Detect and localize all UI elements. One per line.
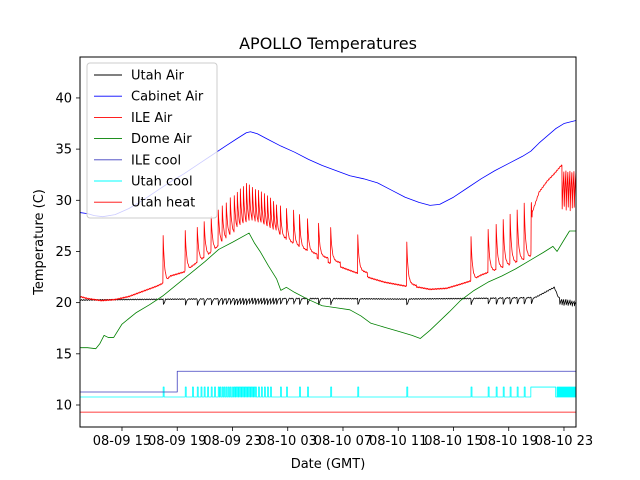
y-tick-label: 15: [55, 347, 72, 362]
x-tick-label: 08-10 15: [424, 434, 482, 449]
legend-label: ILE Air: [131, 111, 173, 126]
x-tick-label: 08-10 03: [259, 434, 317, 449]
legend-label: Utah cool: [131, 175, 193, 190]
x-tick-label: 08-10 07: [314, 434, 372, 449]
series-line-utah-air: [80, 286, 576, 307]
series-line-ile-cool: [80, 370, 576, 393]
plot-frame: [79, 56, 577, 428]
y-tick-label: 35: [55, 143, 72, 158]
y-tick-label: 30: [55, 194, 72, 209]
series-line-utah-cool: [80, 386, 576, 398]
series-line-dome-air: [80, 230, 576, 350]
x-tick-label: 08-10 19: [480, 434, 538, 449]
y-tick-label: 40: [55, 91, 72, 106]
series-line-ile-air: [80, 164, 576, 302]
y-axis: 10 15 20 25 30 35 40: [55, 91, 80, 413]
y-axis-label: Temperature (C): [32, 189, 47, 296]
x-tick-label: 08-09 19: [148, 434, 206, 449]
legend-label: Dome Air: [131, 132, 192, 147]
y-tick-label: 10: [55, 398, 72, 413]
y-tick-label: 20: [55, 296, 72, 311]
chart-title: APOLLO Temperatures: [239, 34, 417, 53]
y-tick-label: 25: [55, 245, 72, 260]
x-tick-label: 08-10 11: [369, 434, 427, 449]
legend-label: Utah Air: [131, 69, 184, 84]
x-tick-label: 08-09 23: [203, 434, 261, 449]
legend-label: Utah heat: [131, 196, 195, 211]
x-tick-label: 08-09 15: [93, 434, 151, 449]
legend-label: ILE cool: [131, 153, 181, 168]
legend: Utah Air Cabinet Air ILE Air Dome Air ILE co…: [86, 62, 218, 219]
x-tick-label: 08-10 23: [535, 434, 593, 449]
legend-label: Cabinet Air: [131, 90, 204, 105]
x-axis-label: Date (GMT): [291, 457, 366, 472]
legend-box: [86, 62, 218, 219]
